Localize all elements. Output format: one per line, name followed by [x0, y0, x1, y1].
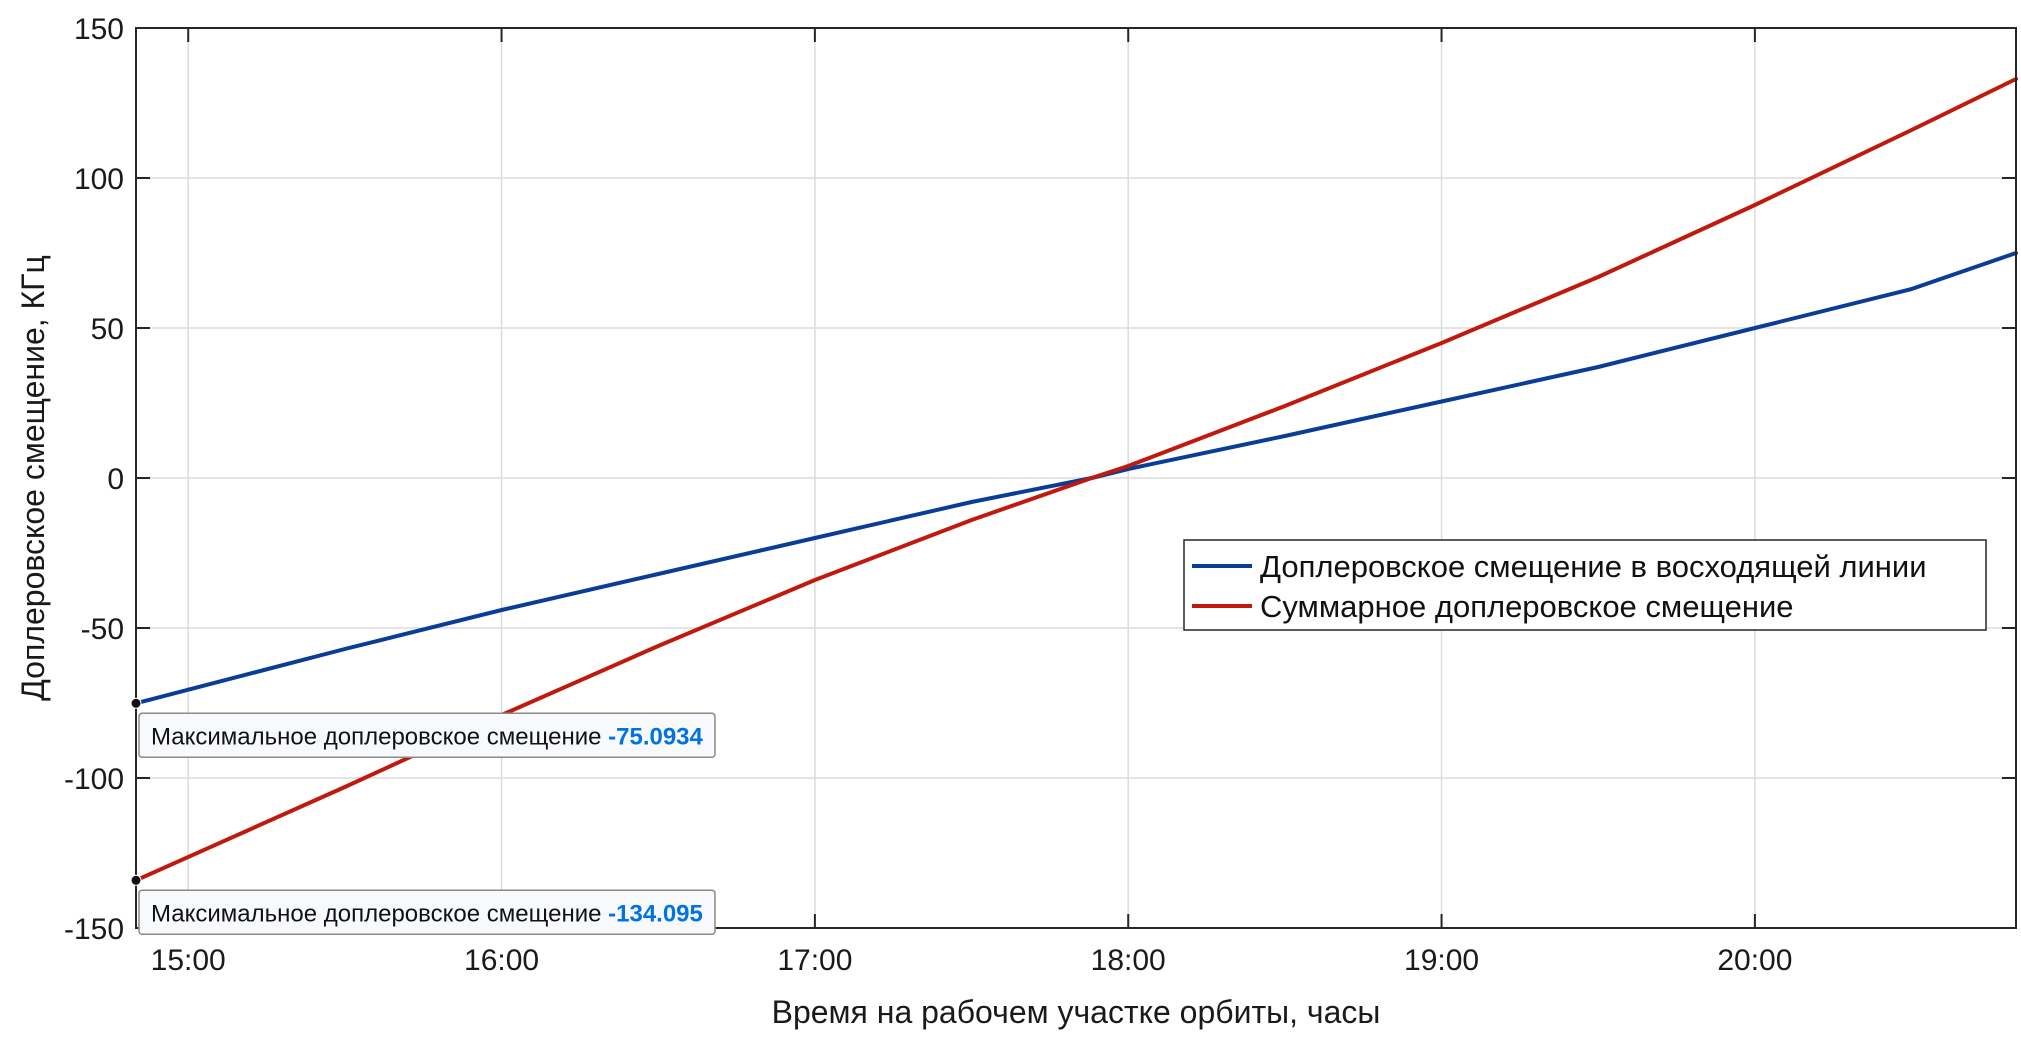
y-tick-label: -100 [64, 763, 124, 796]
y-tick-label: 0 [107, 463, 124, 496]
y-tick-label: -50 [81, 613, 124, 646]
y-axis-label: Доплеровское смещение, КГц [15, 255, 51, 701]
datatip-label: Максимальное доплеровское смещение [151, 900, 608, 927]
datatip-1: Максимальное доплеровское смещение -75.0… [130, 697, 716, 759]
datatip-box [138, 889, 716, 936]
legend[interactable]: Доплеровское смещение в восходящей линии… [1183, 539, 1987, 631]
ticks: 15:00 16:00 17:00 18:00 19:00 20:00 150 100 50 0 -… [64, 13, 2016, 977]
x-tick-label: 18:00 [1091, 944, 1166, 977]
x-axis-label: Время на рабочем участке орбиты, часы [772, 994, 1381, 1030]
x-tick-label: 20:00 [1717, 944, 1792, 977]
series-lines [134, 77, 2018, 883]
x-tick-label: 19:00 [1404, 944, 1479, 977]
datatip-label: Максимальное доплеровское смещение [151, 723, 608, 750]
legend-entry-2: Суммарное доплеровское смещение [1260, 589, 1794, 624]
legend-entry-1: Доплеровское смещение в восходящей линии [1260, 549, 1927, 584]
series-line-2 [134, 77, 2018, 883]
datatip-value: -75.0934 [608, 723, 703, 750]
datatip-marker [130, 874, 142, 886]
y-tick-label: 50 [91, 313, 124, 346]
y-tick-label: -150 [64, 913, 124, 946]
x-tick-label: 16:00 [464, 944, 539, 977]
datatip-value: -134.095 [608, 900, 703, 927]
datatips: Максимальное доплеровское смещение -75.0… [130, 697, 716, 936]
x-tick-label: 17:00 [777, 944, 852, 977]
y-tick-label: 100 [74, 163, 124, 196]
legend-box [1183, 539, 1987, 631]
datatip-text: Максимальное доплеровское смещение -75.0… [151, 723, 704, 750]
datatip-marker [130, 697, 142, 709]
x-tick-label: 15:00 [151, 944, 226, 977]
datatip-box [138, 712, 716, 759]
datatip-2: Максимальное доплеровское смещение -134.… [130, 874, 716, 936]
y-tick-label: 150 [74, 13, 124, 46]
datatip-text: Максимальное доплеровское смещение -134.… [151, 900, 703, 927]
